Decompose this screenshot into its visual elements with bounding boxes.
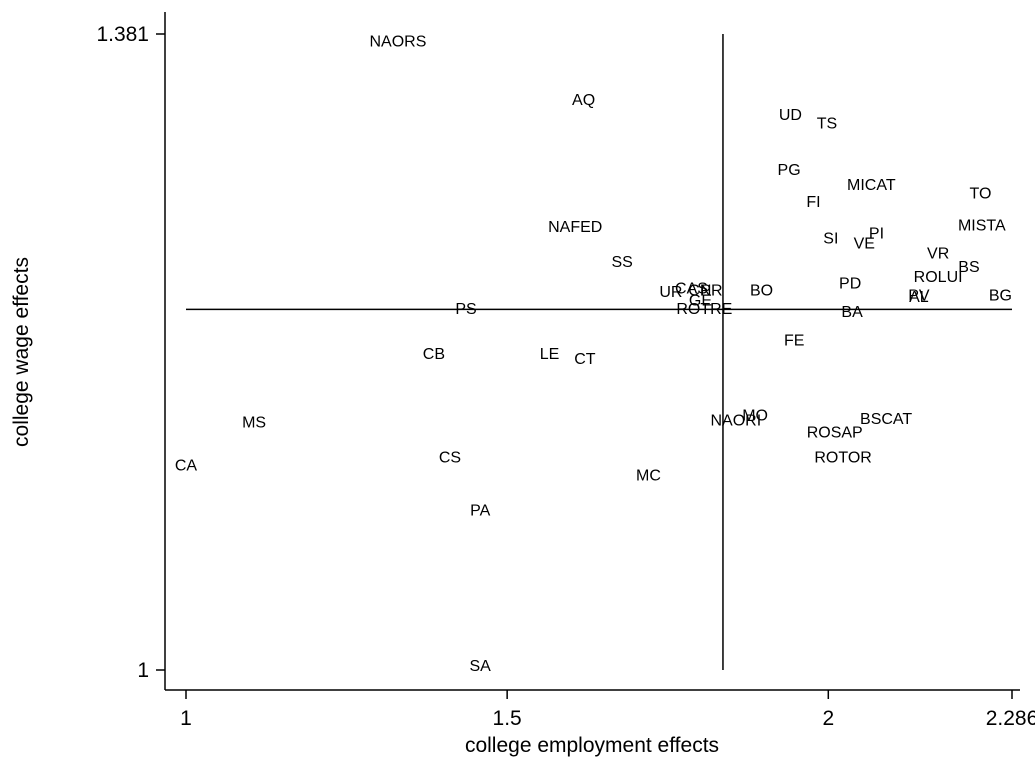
point-label-mo: MO <box>742 408 768 425</box>
point-label-fi: FI <box>806 194 820 211</box>
reference-lines <box>186 34 1012 670</box>
point-label-ba: BA <box>841 304 863 321</box>
point-labels: NAORS AQ UD TS PG MICAT TO FI NAFED MISTA PI SI VE SS… <box>175 34 1012 675</box>
point-label-ts: TS <box>817 115 837 132</box>
point-label-cb: CB <box>423 346 445 363</box>
x-axis-title: college employment effects <box>465 734 719 757</box>
point-label-naori: NAORI <box>710 413 761 430</box>
point-label-ud: UD <box>779 107 802 124</box>
point-label-rotor: ROTOR <box>814 449 871 466</box>
point-label-cs: CS <box>439 449 461 466</box>
y-axis-title: college wage effects <box>10 257 33 447</box>
point-label-bscat: BSCAT <box>860 411 912 428</box>
point-label-ca: CA <box>175 458 198 475</box>
x-tick-label: 2 <box>822 707 834 730</box>
point-label-al: AL <box>909 289 929 306</box>
point-label-pa: PA <box>470 503 490 520</box>
point-label-pi: PI <box>869 226 884 243</box>
point-label-fe: FE <box>784 332 804 349</box>
y-tick-label: 1 <box>137 659 149 682</box>
point-label-pg: PG <box>778 162 801 179</box>
point-label-to: TO <box>970 186 992 203</box>
point-label-rosap: ROSAP <box>807 424 863 441</box>
point-label-pd: PD <box>839 276 861 293</box>
point-label-nafed: NAFED <box>548 219 602 236</box>
point-label-ct: CT <box>574 351 596 368</box>
point-label-ps: PS <box>455 301 476 318</box>
point-label-ss: SS <box>611 254 632 271</box>
point-label-rolui: ROLUI <box>914 269 963 286</box>
point-label-ms: MS <box>242 414 266 431</box>
point-label-rotre: ROTRE <box>676 301 732 318</box>
point-label-bg: BG <box>989 287 1012 304</box>
point-label-naors: NAORS <box>370 34 427 51</box>
y-tick-label: 1.381 <box>96 23 149 46</box>
y-axis-ticks: 1 1.381 <box>96 23 165 682</box>
x-tick-label: 2.286 <box>986 707 1035 730</box>
point-label-vr: VR <box>927 246 949 263</box>
point-label-cn: CN <box>688 282 711 299</box>
axes <box>164 12 1020 691</box>
point-label-pv: PV <box>908 287 930 304</box>
x-tick-label: 1 <box>180 707 192 730</box>
point-label-ur: UR <box>659 284 682 301</box>
point-label-mc: MC <box>636 468 661 485</box>
point-label-ge: GE <box>689 292 712 309</box>
point-label-bs: BS <box>958 259 979 276</box>
point-label-si: SI <box>823 231 838 248</box>
x-tick-label: 1.5 <box>493 707 522 730</box>
point-label-pr: PR <box>700 282 722 299</box>
point-label-sa: SA <box>470 658 492 675</box>
x-axis-ticks: 1 1.5 2 2.286 <box>180 690 1035 730</box>
point-label-le: LE <box>540 346 560 363</box>
point-label-micat: MICAT <box>847 177 896 194</box>
point-label-mista: MISTA <box>958 217 1006 234</box>
point-label-bo: BO <box>750 282 773 299</box>
point-label-ve: VE <box>854 236 875 253</box>
point-label-aq: AQ <box>572 92 595 109</box>
point-label-cas: CAS <box>675 281 708 298</box>
